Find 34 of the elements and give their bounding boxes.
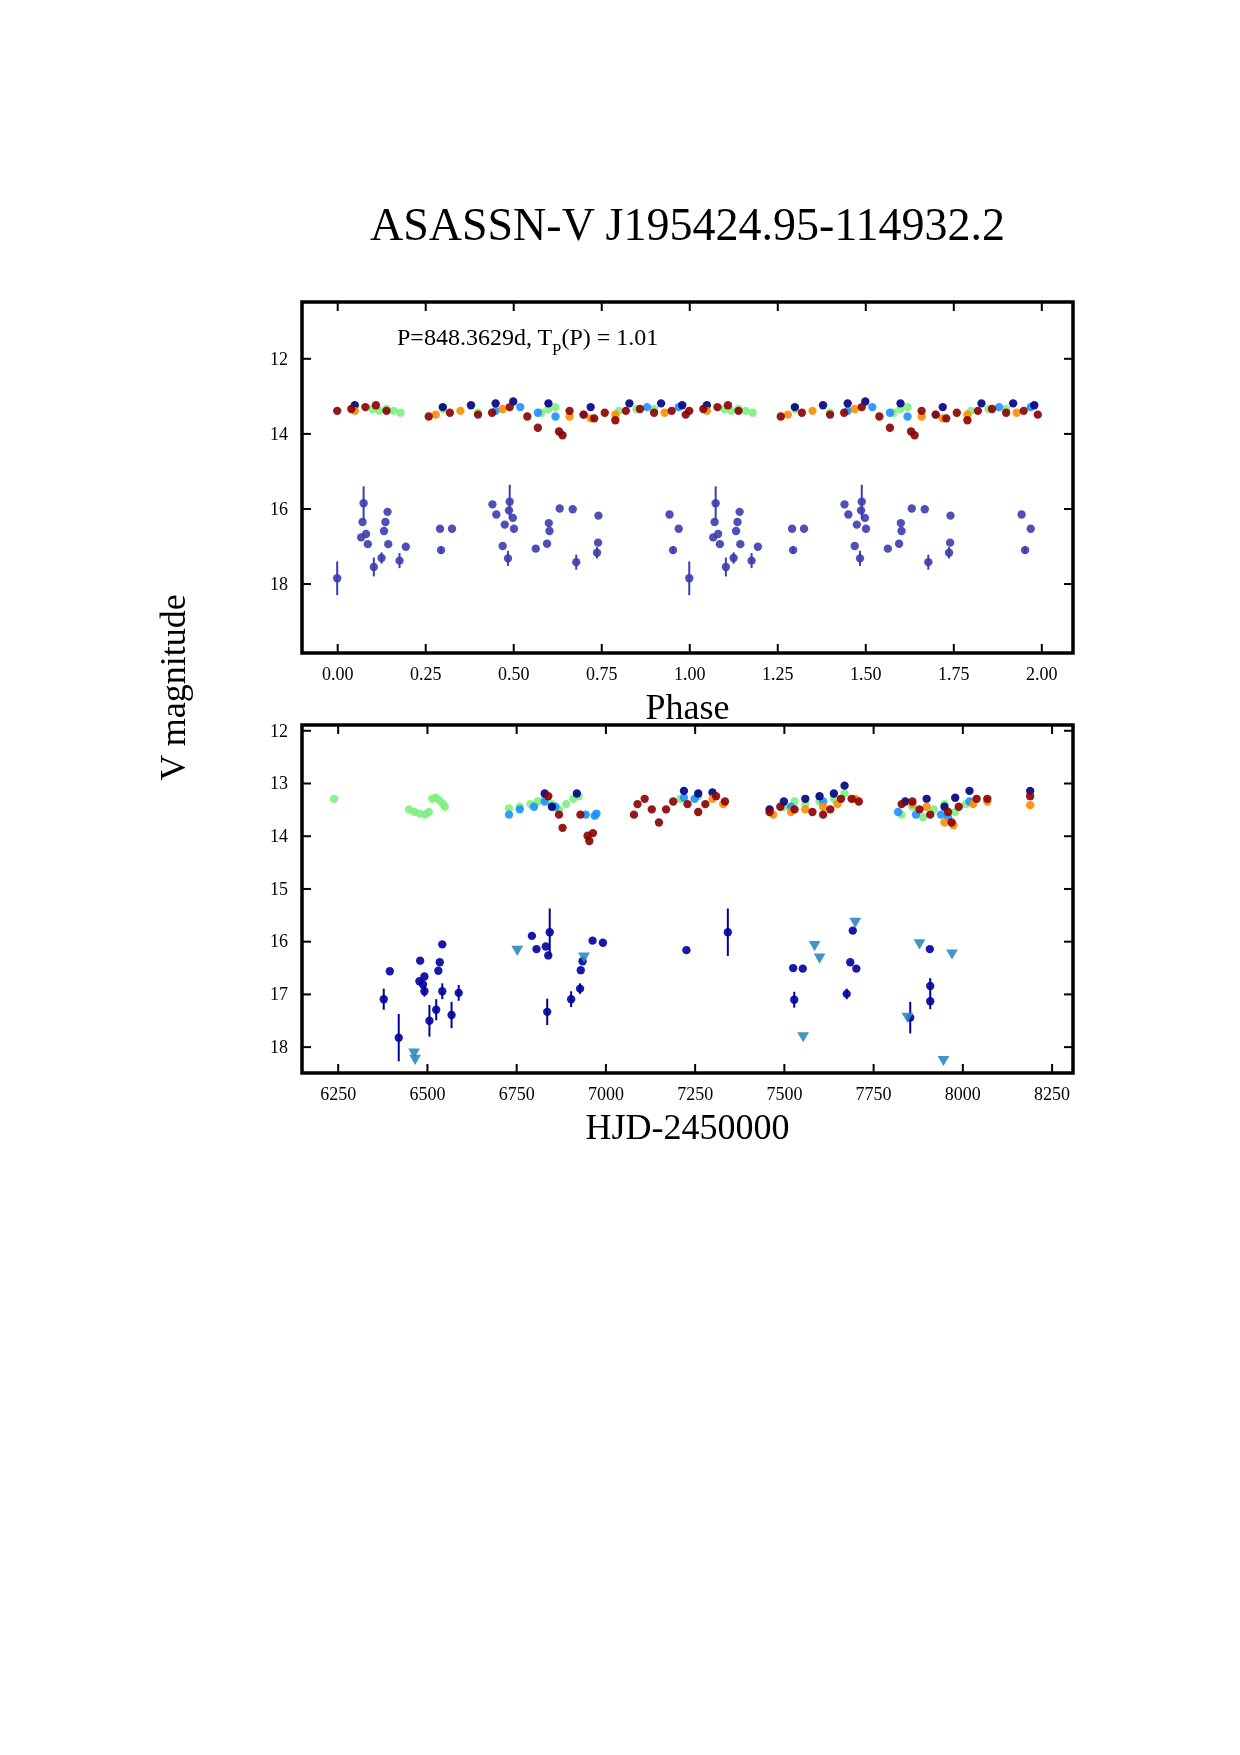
y-tick-label: 12 bbox=[270, 348, 288, 369]
y-tick-label: 16 bbox=[270, 498, 288, 519]
x-tick-label: 0.50 bbox=[497, 663, 530, 684]
x-tick-label: 7750 bbox=[855, 1083, 892, 1104]
y-tick-label: 13 bbox=[270, 773, 288, 794]
x-tick-label: 6250 bbox=[320, 1083, 357, 1104]
x-tick-label: 0.75 bbox=[586, 663, 618, 684]
y-axis-title: V magnitude bbox=[153, 594, 193, 781]
x-axis-title: HJD-2450000 bbox=[585, 1107, 790, 1147]
annotation: P=848.3629d, T$_{P}$(P) = 1.01 bbox=[397, 324, 659, 359]
y-tick-label: 12 bbox=[270, 720, 288, 741]
x-tick-label: 7250 bbox=[677, 1083, 714, 1104]
y-tick-label: 18 bbox=[270, 573, 288, 594]
x-tick-label: 8000 bbox=[944, 1083, 981, 1104]
x-tick-label: 1.00 bbox=[674, 663, 706, 684]
x-tick-label: 0.25 bbox=[409, 663, 442, 684]
chart-title: ASASSN-V J195424.95-114932.2 bbox=[369, 199, 1006, 250]
x-tick-label: 8250 bbox=[1034, 1083, 1071, 1104]
x-tick-label: 1.25 bbox=[762, 663, 794, 684]
x-axis-title: Phase bbox=[645, 687, 730, 727]
x-tick-label: 1.75 bbox=[938, 663, 970, 684]
y-tick-label: 14 bbox=[270, 825, 288, 846]
x-tick-label: 2.00 bbox=[1026, 663, 1058, 684]
x-tick-label: 7000 bbox=[587, 1083, 624, 1104]
x-tick-label: 0.00 bbox=[321, 663, 354, 684]
y-tick-label: 18 bbox=[270, 1036, 288, 1057]
y-tick-label: 14 bbox=[270, 423, 288, 444]
x-tick-label: 1.50 bbox=[850, 663, 882, 684]
x-tick-label: 6500 bbox=[409, 1083, 446, 1104]
y-tick-label: 15 bbox=[270, 878, 288, 899]
y-tick-label: 17 bbox=[270, 984, 288, 1005]
x-tick-label: 6750 bbox=[498, 1083, 535, 1104]
y-tick-label: 16 bbox=[270, 931, 288, 952]
x-tick-label: 7500 bbox=[766, 1083, 803, 1104]
